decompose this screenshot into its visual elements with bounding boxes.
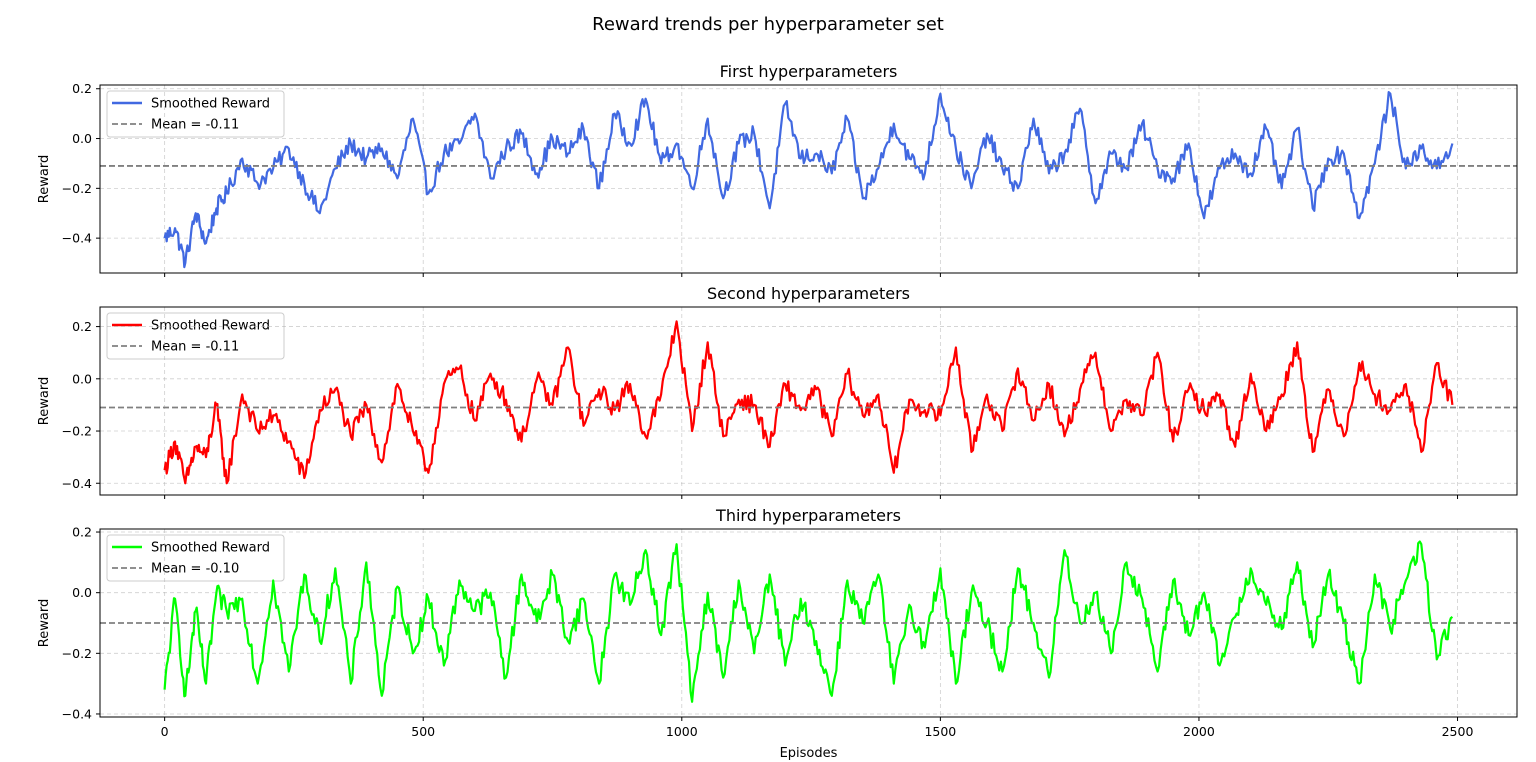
axes-frame [99,84,1518,274]
y-tick-label: −0.4 [62,706,92,721]
panel-third-hyperparameters: Third hyperparameters Reward Episodes −0… [37,506,1518,761]
x-tick-label: 1000 [666,724,698,739]
legend-entry-smoothed-reward: Smoothed Reward [151,97,270,112]
x-tick-label: 0 [161,724,169,739]
y-axis-label: Reward [37,599,52,647]
y-tick-label: 0.0 [72,371,92,386]
axes-frame [99,306,1518,496]
y-tick-label: 0.0 [72,131,92,146]
y-tick-label: 0.0 [72,585,92,600]
x-tick-label: 2500 [1442,724,1474,739]
y-tick-label: −0.4 [62,231,92,246]
legend-box [106,90,285,138]
legend: Smoothed Reward Mean = -0.10 [106,534,285,582]
y-tick-label: −0.2 [62,646,92,661]
panel-first-hyperparameters: First hyperparameters Reward −0.4 −0.2 0.0… [37,62,1518,277]
legend-box [106,312,285,360]
x-tick-label: 2000 [1183,724,1215,739]
y-tick-label: 0.2 [72,525,92,540]
legend: Smoothed Reward Mean = -0.11 [106,312,285,360]
axes-frame [99,528,1518,718]
panel-title: Third hyperparameters [715,506,901,525]
y-tick-label: −0.4 [62,476,92,491]
y-tick-label: 0.2 [72,81,92,96]
legend-entry-mean: Mean = -0.11 [151,118,239,133]
figure-title: Reward trends per hyperparameter set [592,14,944,35]
legend-entry-smoothed-reward: Smoothed Reward [151,319,270,334]
x-tick-label: 500 [411,724,435,739]
y-axis-label: Reward [37,377,52,425]
x-axis-label: Episodes [780,746,838,761]
panel-title: Second hyperparameters [707,284,910,303]
y-tick-label: −0.2 [62,424,92,439]
y-tick-label: −0.2 [62,181,92,196]
legend-entry-mean: Mean = -0.10 [151,562,239,577]
panel-second-hyperparameters: Second hyperparameters Reward −0.4 −0.2 0.… [37,284,1518,499]
series-line-smoothed-reward [163,320,1454,485]
legend-entry-smoothed-reward: Smoothed Reward [151,541,270,556]
panel-title: First hyperparameters [720,62,898,81]
series-line-smoothed-reward [163,90,1454,269]
x-tick-label: 1500 [924,724,956,739]
y-tick-label: 0.2 [72,319,92,334]
legend-box [106,534,285,582]
legend: Smoothed Reward Mean = -0.11 [106,90,285,138]
series-line-smoothed-reward [163,540,1454,703]
y-axis-label: Reward [37,155,52,203]
legend-entry-mean: Mean = -0.11 [151,340,239,355]
